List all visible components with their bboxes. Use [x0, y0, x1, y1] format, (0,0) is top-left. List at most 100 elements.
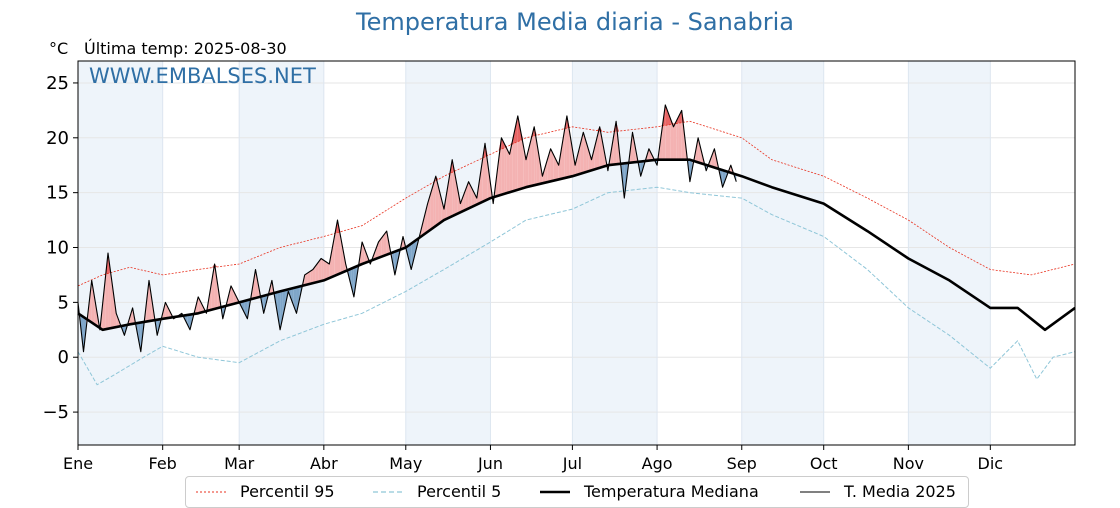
fill-above-median [165, 302, 169, 319]
fill-above-median [506, 148, 510, 194]
fill-above-p95 [659, 125, 663, 127]
month-band [741, 61, 824, 445]
legend-swatch-p95 [196, 491, 226, 493]
legend-item-p5: Percentil 5 [371, 482, 521, 502]
fill-above-median [501, 137, 505, 195]
fill-above-median [323, 260, 327, 281]
fill-above-median [362, 242, 365, 264]
fill-above-median [711, 148, 715, 168]
fill-above-median [214, 263, 218, 309]
fill-above-median [452, 159, 455, 217]
fill-above-median [698, 137, 701, 164]
month-band [239, 61, 324, 445]
fill-above-median [504, 143, 507, 194]
chart-title: Temperatura Media diaria - Sanabria [356, 8, 794, 36]
fill-above-median [94, 296, 98, 327]
chart-legend: Percentil 95 Percentil 5 Temperatura Med… [185, 476, 969, 508]
series-t-media-2025 [77, 104, 737, 353]
fill-above-median [553, 154, 557, 181]
fill-above-median [588, 150, 592, 172]
fill-above-p95 [665, 104, 669, 126]
x-tick-label: Ene [63, 454, 93, 473]
fill-above-median [484, 143, 488, 201]
fill-above-median [433, 176, 436, 228]
fill-above-median [375, 242, 379, 259]
legend-item-current: T. Media 2025 [798, 482, 963, 502]
fill-above-median [594, 137, 597, 170]
month-band [78, 61, 163, 445]
last-temp-label: Última temp: 2025-08-30 [84, 39, 287, 58]
fill-above-median [479, 161, 483, 204]
fill-above-median [441, 198, 445, 223]
fill-above-p95 [515, 115, 518, 143]
fill-above-median [558, 148, 562, 180]
x-tick-label: Abr [310, 454, 338, 473]
legend-label-median: Temperatura Mediana [584, 482, 759, 501]
x-tick-label: May [389, 454, 422, 473]
fill-above-median [307, 271, 311, 285]
fill-above-median [364, 249, 368, 263]
fill-below-median [291, 287, 294, 307]
fill-above-median [583, 132, 587, 173]
fill-above-median [211, 263, 215, 310]
fill-above-median [550, 148, 554, 182]
fill-below-median [408, 243, 412, 270]
fill-above-median [332, 234, 335, 277]
fill-above-p95 [678, 110, 682, 124]
fill-above-median [422, 214, 425, 236]
y-tick-label: 10 [46, 238, 69, 259]
x-tick-label: Dic [978, 454, 1004, 473]
legend-swatch-p5 [373, 491, 403, 493]
fill-below-median [277, 291, 281, 330]
month-band [572, 61, 658, 445]
fill-above-median [613, 121, 617, 165]
y-tick-label: 15 [46, 183, 69, 204]
fill-above-median [528, 137, 532, 187]
month-band [908, 61, 991, 445]
fill-below-median [296, 286, 300, 314]
x-tick-label: Jun [477, 454, 503, 473]
fill-above-median [591, 148, 595, 171]
fill-above-median [596, 126, 600, 169]
fill-below-median [138, 322, 141, 352]
x-tick-label: Nov [893, 454, 924, 473]
fill-above-median [110, 273, 114, 329]
fill-above-median [233, 291, 237, 304]
fill-below-median [351, 267, 354, 297]
fill-below-median [282, 290, 286, 317]
fill-above-median [474, 192, 477, 206]
fill-below-median [394, 250, 398, 275]
fill-above-median [577, 143, 581, 175]
x-tick-label: Jul [562, 454, 582, 473]
fill-below-median [187, 314, 190, 330]
fill-above-median [378, 238, 382, 258]
series-percentil-95 [77, 120, 1076, 287]
fill-above-median [509, 141, 513, 193]
fill-above-median [460, 196, 464, 213]
fill-above-median [383, 231, 387, 256]
fill-above-median [446, 176, 450, 219]
fill-above-median [102, 278, 106, 330]
fill-above-median [536, 143, 540, 185]
fill-above-median [564, 115, 567, 179]
fill-above-median [561, 132, 565, 179]
fill-above-median [632, 132, 636, 163]
fill-above-median [569, 132, 573, 177]
fill-above-median [575, 154, 578, 176]
fill-above-median [435, 176, 439, 226]
x-tick-label: Mar [224, 454, 255, 473]
series-temperatura-mediana [77, 158, 1076, 332]
fill-above-median [326, 262, 330, 280]
fill-above-median [648, 148, 652, 161]
y-tick-label: 20 [46, 128, 69, 149]
fill-above-median [468, 181, 472, 209]
legend-item-median: Temperatura Mediana [538, 482, 788, 502]
month-band [405, 61, 491, 445]
fill-above-median [340, 234, 343, 274]
fill-above-median [427, 194, 431, 232]
unit-label: °C [49, 39, 69, 58]
fill-above-median [545, 157, 548, 183]
fill-above-median [381, 234, 384, 257]
legend-label-p5: Percentil 5 [417, 482, 502, 501]
fill-above-median [430, 185, 434, 230]
